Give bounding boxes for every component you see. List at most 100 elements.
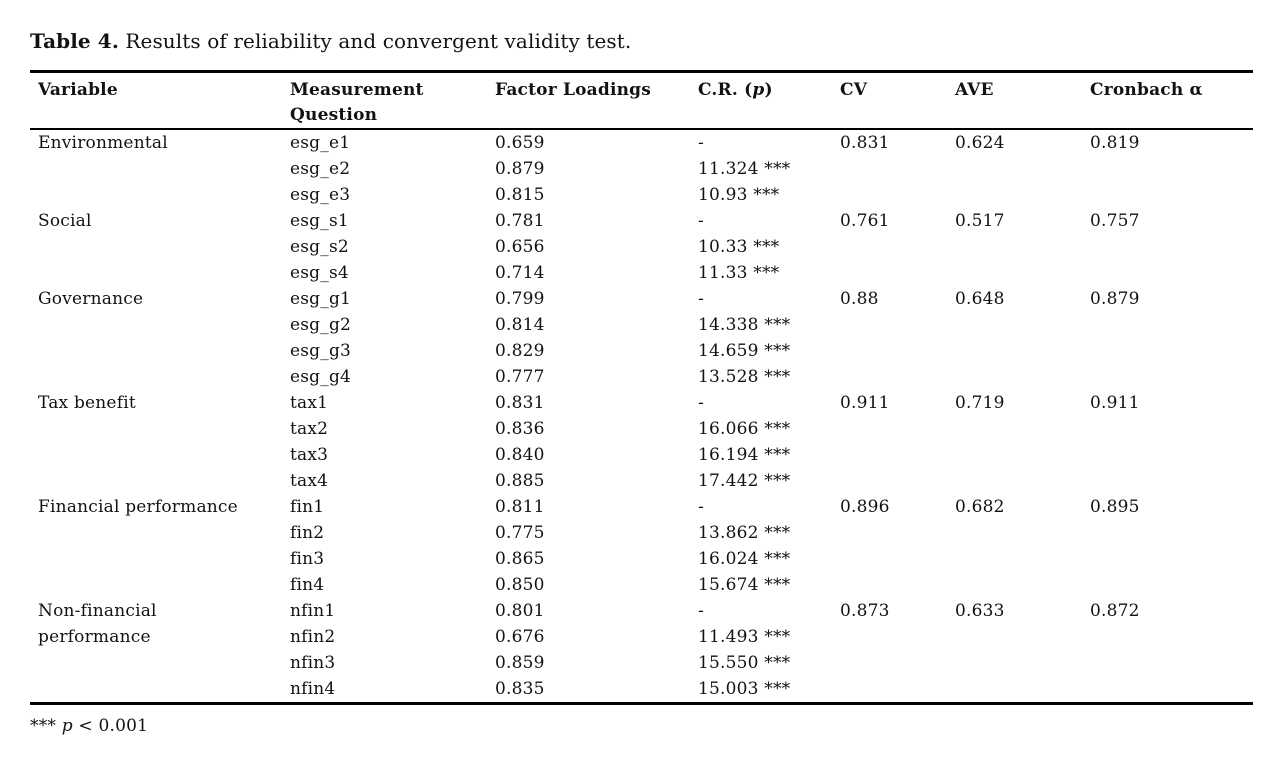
cell-variable: Financial performance	[38, 497, 238, 517]
table-row: esg_g2 0.814 14.338 ***	[30, 312, 1253, 338]
cell-cr: -	[698, 497, 704, 517]
cell-cv	[840, 364, 955, 390]
cell-factor-loading: 0.850	[495, 575, 545, 595]
cell-variable	[30, 520, 290, 546]
table-row: tax4 0.885 17.442 ***	[30, 468, 1253, 494]
cell-cv	[840, 546, 955, 572]
cell-factor-loading: 0.799	[495, 289, 545, 309]
cell-factor-loading: 0.879	[495, 159, 545, 179]
cell-cronbach	[1090, 364, 1253, 390]
cell-variable: Non-financial performance	[38, 601, 157, 647]
cell-cronbach	[1090, 572, 1253, 598]
cell-cronbach	[1090, 468, 1253, 494]
cell-measurement-question: esg_g1	[290, 289, 352, 309]
cell-cv	[840, 650, 955, 676]
table-row: fin3 0.865 16.024 ***	[30, 546, 1253, 572]
reliability-validity-table: Variable Measurement Question Factor Loa…	[30, 70, 1253, 705]
cell-cronbach	[1090, 520, 1253, 546]
cell-ave	[955, 234, 1090, 260]
table-row: esg_s4 0.714 11.33 ***	[30, 260, 1253, 286]
cell-ave	[955, 416, 1090, 442]
table-row: Non-financial performance nfin1 0.801 - …	[30, 598, 1253, 647]
col-header-cr: C.R. (p)	[698, 71, 840, 130]
cell-cv	[840, 442, 955, 468]
cell-cronbach	[1090, 182, 1253, 208]
cell-variable: Environmental	[38, 133, 168, 153]
cell-cr: -	[698, 133, 704, 153]
cell-measurement-question: nfin3	[290, 653, 336, 673]
cell-cronbach: 0.911	[1090, 393, 1140, 413]
table-row: esg_e3 0.815 10.93 ***	[30, 182, 1253, 208]
col-header-variable: Variable	[30, 71, 290, 130]
cell-measurement-question: tax2	[290, 419, 329, 439]
cell-cr: 13.862 ***	[698, 523, 791, 543]
col-header-cronbach: Cronbach α	[1090, 71, 1253, 130]
cell-cronbach: 0.757	[1090, 211, 1140, 231]
col-header-ave: AVE	[955, 71, 1090, 130]
cell-cronbach	[1090, 156, 1253, 182]
cell-factor-loading: 0.836	[495, 419, 545, 439]
cell-measurement-question: esg_e1	[290, 133, 351, 153]
cell-ave	[955, 572, 1090, 598]
cell-factor-loading: 0.835	[495, 679, 545, 699]
table-row: tax2 0.836 16.066 ***	[30, 416, 1253, 442]
cell-cr: -	[698, 393, 704, 413]
cell-cr: 11.33 ***	[698, 263, 780, 283]
cell-variable	[30, 416, 290, 442]
cell-variable	[30, 650, 290, 676]
cell-cv: 0.911	[840, 393, 890, 413]
cell-factor-loading: 0.656	[495, 237, 545, 257]
cell-measurement-question: fin2	[290, 523, 325, 543]
cell-ave: 0.719	[955, 393, 1005, 413]
cell-ave: 0.624	[955, 133, 1005, 153]
cell-cr: 16.066 ***	[698, 419, 791, 439]
cell-ave	[955, 156, 1090, 182]
cell-measurement-question: nfin1	[290, 601, 336, 621]
cell-factor-loading: 0.659	[495, 133, 545, 153]
cell-cronbach	[1090, 546, 1253, 572]
cell-variable	[30, 624, 290, 650]
cell-factor-loading: 0.831	[495, 393, 545, 413]
cell-ave	[955, 676, 1090, 704]
table-row: Financial performance fin1 0.811 - 0.896…	[30, 494, 1253, 520]
cell-ave	[955, 338, 1090, 364]
cell-ave	[955, 520, 1090, 546]
cell-cr: 15.674 ***	[698, 575, 791, 595]
cell-ave	[955, 468, 1090, 494]
table-row: esg_e2 0.879 11.324 ***	[30, 156, 1253, 182]
cell-cr: 10.93 ***	[698, 185, 780, 205]
cell-cr: 11.324 ***	[698, 159, 791, 179]
table-caption-label: Table 4.	[30, 29, 119, 53]
cell-measurement-question: esg_e3	[290, 185, 351, 205]
cell-cr: -	[698, 289, 704, 309]
table-row: nfin4 0.835 15.003 ***	[30, 676, 1253, 704]
cell-measurement-question: esg_g3	[290, 341, 352, 361]
cell-cronbach	[1090, 416, 1253, 442]
cell-variable: Tax benefit	[38, 393, 136, 413]
cell-cv	[840, 312, 955, 338]
cell-cr: 11.493 ***	[698, 627, 791, 647]
cell-cronbach	[1090, 442, 1253, 468]
cell-ave	[955, 364, 1090, 390]
cell-variable	[30, 182, 290, 208]
table-row: tax3 0.840 16.194 ***	[30, 442, 1253, 468]
cell-cv	[840, 234, 955, 260]
cell-cv: 0.88	[840, 289, 879, 309]
col-header-factor-loadings: Factor Loadings	[495, 71, 698, 130]
cell-factor-loading: 0.865	[495, 549, 545, 569]
cell-ave	[955, 624, 1090, 650]
cell-ave	[955, 442, 1090, 468]
cell-variable	[30, 312, 290, 338]
table-caption: Table 4. Results of reliability and conv…	[30, 28, 1253, 54]
cell-factor-loading: 0.840	[495, 445, 545, 465]
cell-variable	[30, 546, 290, 572]
cell-ave	[955, 260, 1090, 286]
cell-variable	[30, 156, 290, 182]
table-row: Environmental esg_e1 0.659 - 0.831 0.624…	[30, 129, 1253, 156]
cell-cronbach: 0.879	[1090, 289, 1140, 309]
cell-variable	[30, 364, 290, 390]
cell-cr: -	[698, 601, 704, 621]
cell-cronbach	[1090, 338, 1253, 364]
col-header-cv: CV	[840, 71, 955, 130]
cell-measurement-question: esg_s1	[290, 211, 349, 231]
